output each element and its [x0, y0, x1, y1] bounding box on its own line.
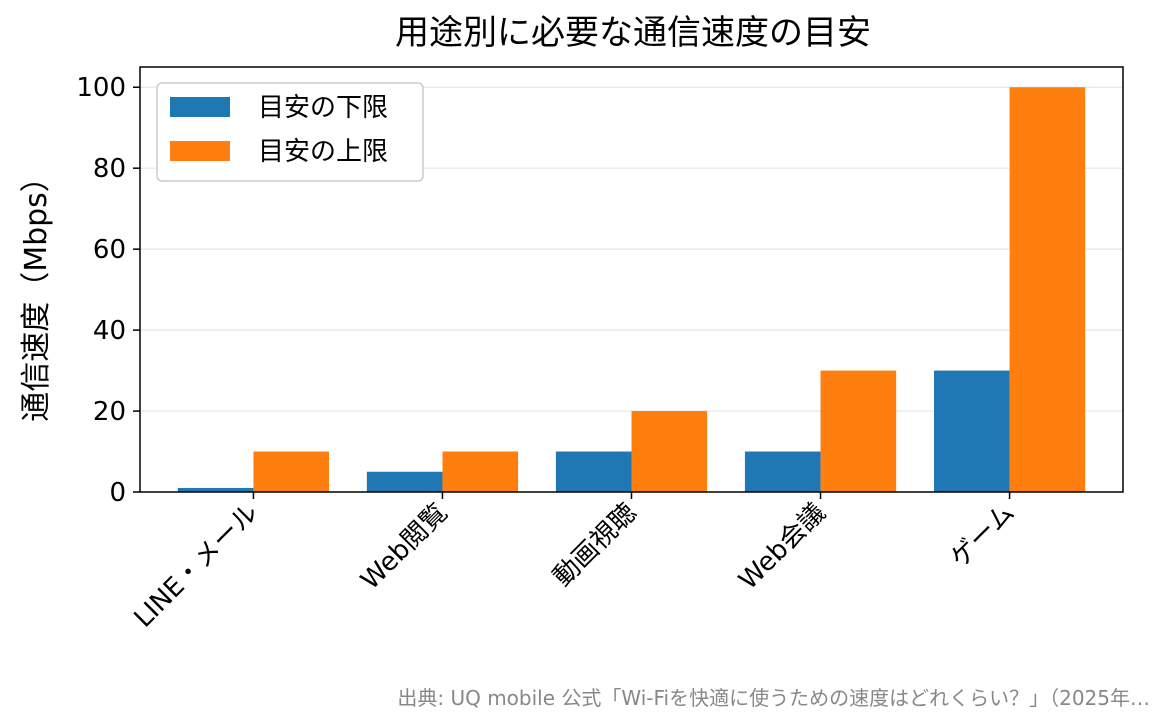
y-tick-label: 80 — [93, 154, 126, 184]
x-tick-label: Web会議 — [733, 498, 831, 596]
bar-lower-1 — [366, 471, 443, 492]
y-tick-label: 0 — [109, 478, 126, 508]
bar-lower-2 — [555, 451, 632, 492]
bar-upper-1 — [442, 451, 519, 492]
bar-lower-4 — [933, 370, 1010, 492]
y-tick-label: 40 — [93, 316, 126, 346]
bars — [177, 87, 1086, 492]
chart-title: 用途別に必要な通信速度の目安 — [395, 13, 871, 53]
x-tick-label: Web閲覧 — [355, 498, 453, 596]
bar-lower-0 — [177, 487, 254, 492]
x-tick-label: LINE・メール — [129, 498, 265, 634]
legend-swatch — [170, 97, 230, 117]
bar-upper-4 — [1009, 87, 1086, 492]
x-tick-label: ゲーム — [945, 498, 1021, 574]
y-axis-label: 通信速度（Mbps） — [19, 162, 54, 422]
bar-upper-3 — [820, 370, 897, 492]
legend-label: 目安の下限 — [258, 93, 388, 123]
source-note: 出典: UQ mobile 公式「Wi-Fiを快適に使うための速度はどれくらい？… — [397, 686, 1150, 710]
bar-lower-3 — [744, 451, 821, 492]
legend-label: 目安の上限 — [258, 137, 388, 167]
x-tick-label: 動画視聴 — [548, 498, 643, 593]
bar-upper-2 — [631, 411, 708, 492]
y-tick-label: 20 — [93, 397, 126, 427]
bar-upper-0 — [253, 451, 330, 492]
legend-swatch — [170, 141, 230, 161]
x-axis-ticks: LINE・メール Web閲覧 動画視聴 Web会議 ゲーム — [129, 492, 1021, 634]
y-tick-label: 60 — [93, 235, 126, 265]
y-axis-ticks: 0 20 40 60 80 100 — [76, 73, 140, 508]
y-tick-label: 100 — [76, 73, 126, 103]
